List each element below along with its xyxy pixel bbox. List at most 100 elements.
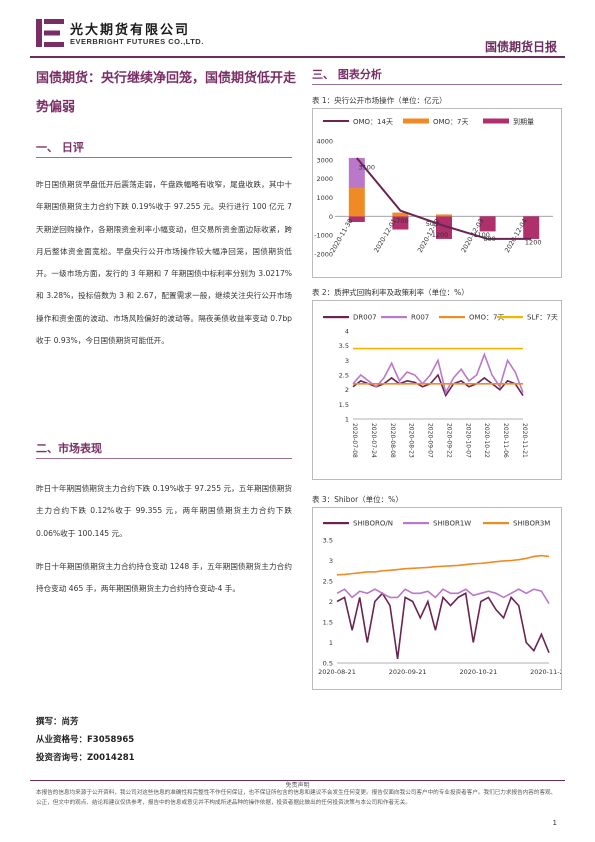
data-label: 800	[483, 235, 495, 243]
chart3-caption: 表 3：Shibor（单位：%）	[312, 495, 403, 504]
y-tick-label: 4	[345, 328, 349, 336]
y-tick-label: -1000	[314, 232, 333, 240]
y-tick-label: 1	[345, 416, 349, 424]
legend-swatch	[403, 118, 429, 124]
company-name-cn: 光大期货有限公司	[70, 23, 191, 38]
bar-omo-7d	[436, 214, 452, 217]
chart1-omo-operations: OMO：14天 OMO：7天 到期量 4000 3000 2000 1000 0 -1000 -2…	[314, 118, 553, 259]
y-tick-label: 2	[329, 598, 333, 606]
x-tick-label: 2020-08-21	[318, 668, 356, 676]
daily-review-text: 昨日国债期货早盘低开后震荡走弱，午盘跌幅略有收窄，尾盘收跌，其中十年期国债期货主…	[36, 180, 292, 346]
bar-omo-14d	[348, 157, 365, 189]
bar-maturity	[523, 216, 540, 239]
data-label: 1100	[473, 231, 490, 239]
legend-label: DR007	[353, 314, 377, 322]
y-tick-label: 3	[329, 557, 333, 565]
x-tick-label: 2020-10-07	[464, 423, 471, 458]
legend-label: R007	[411, 314, 429, 322]
legend-swatch	[323, 316, 349, 319]
y-tick-label: 2000	[316, 175, 333, 183]
data-label: 700	[396, 217, 408, 225]
section-divider	[312, 84, 562, 85]
x-tick-label: 2020-08-08	[389, 423, 396, 458]
chart3-box: SHIBORO/N SHIBOR1W SHIBOR3M 3.5 3 2.5 2 1.5 1 0.5…	[312, 507, 568, 690]
section-heading-charts: 三、 图表分析	[312, 68, 382, 81]
legend-swatch	[483, 522, 509, 525]
chart1-caption: 表 1：央行公开市场操作（单位：亿元）	[312, 96, 447, 105]
company-logo-icon	[36, 19, 64, 47]
bar-maturity	[436, 216, 452, 239]
y-tick-label: 3000	[316, 156, 333, 164]
header-divider	[30, 56, 565, 58]
bar-maturity	[479, 216, 496, 232]
y-tick-label: 4000	[316, 138, 333, 146]
section-divider	[36, 458, 292, 459]
section-heading-daily-review: 一、 日评	[36, 141, 84, 154]
section-divider	[36, 157, 292, 158]
disclaimer-title: 免责声明	[285, 782, 310, 789]
open-interest-text: 昨日十年期国债期货主力合约持仓变动 1248 手，五年期国债期货主力合约持仓变动…	[36, 562, 292, 594]
x-tick-label: 2020-09-07	[427, 423, 434, 458]
series-line	[336, 588, 550, 604]
y-tick-label: 1.5	[339, 401, 349, 409]
disclaimer-text: 本报告的信息均来源于公开资料，我公司对这些信息的准确性和完整性不作任何保证，也不…	[36, 790, 557, 806]
consult-number: 投资咨询号：Z0014281	[36, 753, 135, 763]
legend-label: OMO：14天	[353, 118, 393, 126]
data-label: 1200	[525, 239, 542, 247]
y-tick-label: 3	[345, 357, 349, 365]
x-tick-label: 2020-12-01	[372, 217, 398, 254]
y-tick-label: 1000	[316, 194, 333, 202]
chart1-box: OMO：14天 OMO：7天 到期量 4000 3000 2000 1000 0 -1000 -2…	[312, 108, 562, 278]
bar-omo-7d	[392, 212, 409, 217]
legend-swatch	[323, 522, 349, 525]
y-tick-label: 1.5	[323, 619, 333, 627]
x-tick-label: 2020-07-24	[370, 423, 377, 458]
author: 撰写：尚芳	[36, 717, 79, 727]
legend-swatch	[323, 120, 349, 122]
y-tick-label: 3.5	[339, 342, 349, 350]
company-name-en: EVERBRIGHT FUTURES CO.,LTD.	[70, 37, 204, 46]
legend-label: SHIBORO/N	[353, 520, 393, 528]
bar-maturity	[392, 216, 409, 230]
series-line	[336, 591, 550, 660]
legend-swatch	[381, 316, 407, 319]
x-tick-label: 2020-11-06	[502, 423, 509, 458]
x-tick-label: 2020-10-22	[483, 423, 490, 458]
market-performance-text: 昨日十年期国债期货主力合约下跌 0.19%收于 97.255 元，五年期国债期货…	[36, 484, 292, 538]
y-tick-label: 2.5	[339, 372, 349, 380]
series-line	[352, 373, 524, 398]
x-tick-label: 2020-09-21	[389, 668, 427, 676]
chart2-box: DR007 R007 OMO：7天 SLF：7天 4 3.5 3 2.5 2 1.5 1 2020-0…	[312, 300, 562, 480]
chart2-caption: 表 2：质押式回购利率及政策利率（单位：%）	[312, 288, 469, 297]
legend-label: OMO：7天	[469, 314, 505, 322]
data-label: 1200	[432, 231, 449, 239]
data-label: 500	[426, 220, 438, 228]
x-tick-label: 2020-10-21	[459, 668, 497, 676]
legend-label: 到期量	[513, 118, 534, 126]
x-tick-label: 2020-07-08	[351, 423, 358, 458]
y-tick-label: 3.5	[323, 537, 333, 545]
chart2-repo-rates: DR007 R007 OMO：7天 SLF：7天43.532.521.512020-0…	[323, 314, 558, 458]
x-tick-label: 2020-08-23	[408, 423, 415, 458]
y-tick-label: -2000	[314, 251, 333, 259]
license-number: 从业资格号：F3058965	[36, 735, 135, 745]
section-heading-market: 二、市场表现	[36, 442, 102, 455]
bar-maturity	[348, 216, 365, 222]
y-tick-label: 2.5	[323, 578, 333, 586]
line-omo-14d	[356, 157, 532, 240]
series-line	[336, 554, 550, 576]
report-title: 国债期货：央行继续净回笼，国债期货低开走势偏弱	[36, 71, 297, 115]
x-tick-label: 2020-09-22	[445, 423, 452, 458]
page-number: 1	[552, 819, 557, 827]
y-tick-label: 1	[329, 639, 333, 647]
x-tick-label: 2020-11-21	[521, 423, 528, 458]
footer-divider	[30, 780, 565, 781]
bar-omo-7d	[348, 188, 365, 217]
y-tick-label: 2	[345, 386, 349, 394]
data-label: 3100	[359, 163, 376, 171]
legend-label: SHIBOR3M	[513, 520, 550, 528]
y-tick-label: 0	[329, 213, 333, 221]
legend-label: SHIBOR1W	[433, 520, 471, 528]
legend-swatch	[403, 522, 429, 525]
legend-label: SLF：7天	[527, 314, 558, 322]
